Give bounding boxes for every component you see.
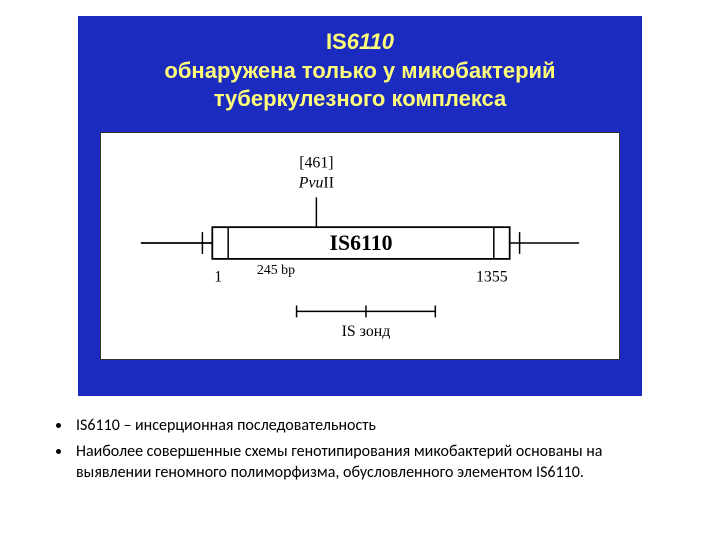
sequence-label: IS6110 [329, 231, 392, 255]
site-enzyme-label: PvuII [298, 174, 334, 191]
list-item: Наиболее совершенные схемы генотипирован… [72, 441, 675, 484]
bullet-2-text: Наиболее совершенные схемы генотипирован… [76, 442, 602, 483]
title-line-2: обнаружена только у микобактерий [98, 57, 622, 86]
end-coord: 1355 [476, 268, 508, 285]
slide-title: IS6110 обнаружена только у микобактерий … [78, 16, 642, 132]
title-line-3: туберкулезного комплекса [98, 85, 622, 114]
start-coord: 1 [214, 268, 222, 285]
bullet-1-text: IS6110 – инсерционная последовательность [76, 416, 376, 435]
list-item: IS6110 – инсерционная последовательность [72, 415, 675, 437]
site-pos-label: [461] [299, 154, 333, 171]
slide-panel: IS6110 обнаружена только у микобактерий … [78, 16, 642, 396]
title-is-number: 6110 [347, 29, 394, 54]
title-is-prefix: IS [326, 29, 347, 54]
diagram-container: [461] PvuII IS6110 245 bp 1 1355 IS зонд [100, 132, 620, 360]
bullet-list: IS6110 – инсерционная последовательность… [50, 415, 675, 488]
fragment-length-label: 245 bp [257, 263, 295, 278]
gene-diagram: [461] PvuII IS6110 245 bp 1 1355 IS зонд [101, 133, 619, 359]
probe-label: IS зонд [342, 323, 391, 340]
